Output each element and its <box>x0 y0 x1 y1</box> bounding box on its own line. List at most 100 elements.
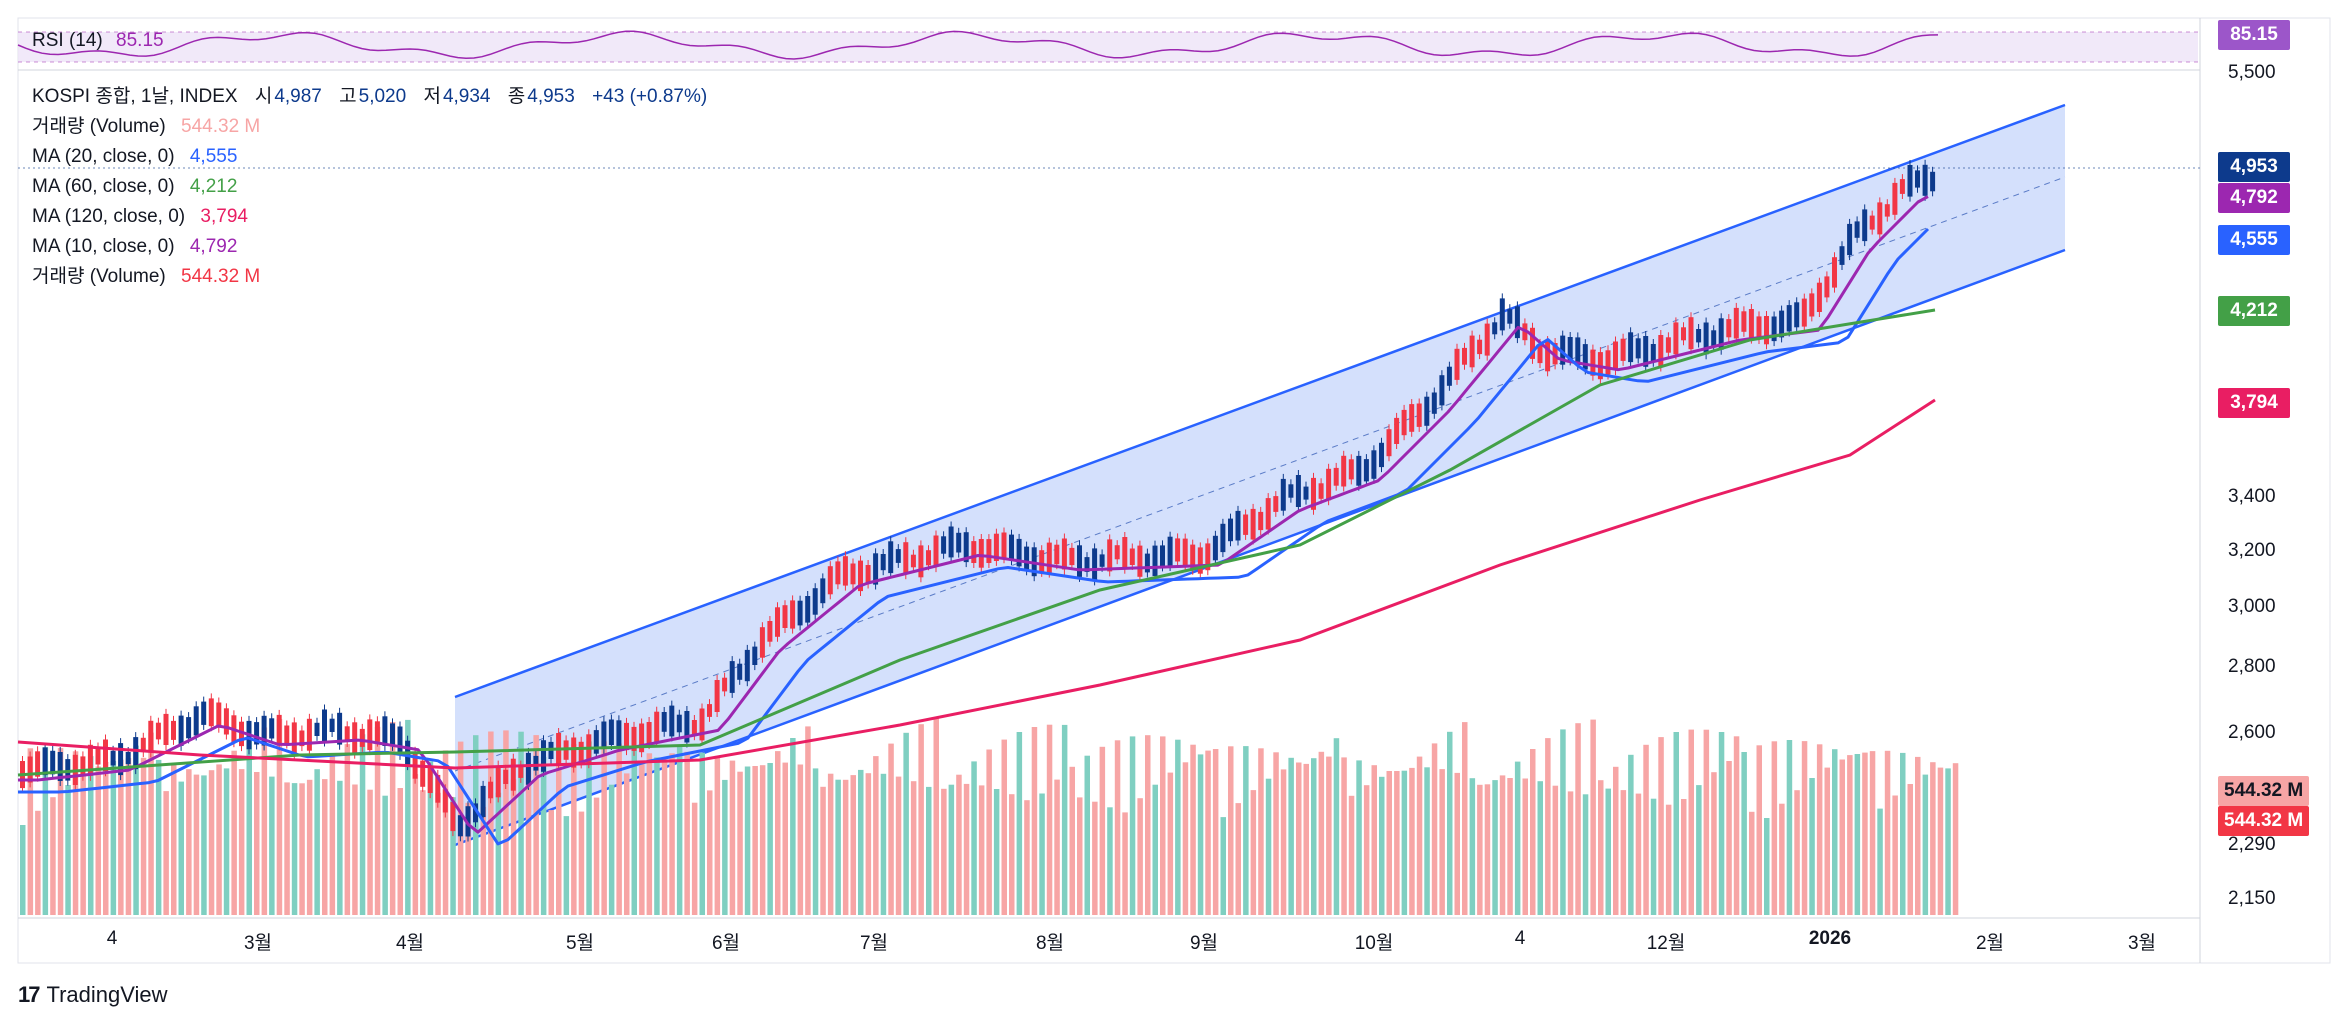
volume-bar <box>601 741 607 915</box>
volume-bar <box>1484 784 1491 915</box>
x-tick: 3월 <box>243 933 273 954</box>
indicator-label: 거래량 (Volume) <box>32 266 166 287</box>
volume-bar <box>65 785 71 915</box>
volume-bar <box>669 753 675 915</box>
candle-body <box>1862 209 1868 242</box>
indicator-label: MA (20, close, 0) <box>32 146 175 167</box>
volume-bar <box>1658 737 1664 915</box>
y-tick: 3,400 <box>2228 486 2276 507</box>
volume-bar <box>1394 771 1400 915</box>
candle-body <box>1363 459 1369 482</box>
volume-bar <box>1499 775 1506 915</box>
low-label: 저 <box>423 86 441 107</box>
candle-body <box>986 539 992 563</box>
candle-body <box>903 542 909 575</box>
candle-body <box>1930 171 1936 192</box>
candle-body <box>1220 523 1226 553</box>
y-tick: 3,000 <box>2228 596 2276 617</box>
volume-bar <box>1469 778 1476 915</box>
volume-bar <box>586 741 592 915</box>
volume-bar <box>1243 746 1249 915</box>
candle-body <box>140 737 146 753</box>
indicator-value: 4,212 <box>189 176 238 197</box>
indicator-row-5[interactable]: 거래량 (Volume) 544.32 M <box>32 262 262 292</box>
candle-body <box>193 706 199 736</box>
candle-body <box>1915 170 1920 188</box>
rsi-line <box>17 30 1939 60</box>
volume-bar <box>1333 738 1340 915</box>
candle-body <box>1575 337 1581 366</box>
candle-body <box>186 717 192 739</box>
volume-bar <box>1733 736 1740 915</box>
candle-body <box>1303 486 1309 500</box>
open-value: 4,987 <box>274 86 322 107</box>
volume-bar <box>926 786 932 915</box>
volume-bar <box>1922 774 1929 915</box>
volume-bar <box>223 768 230 915</box>
candle-body <box>775 607 780 637</box>
candle-body <box>1809 293 1815 317</box>
volume-bar <box>178 781 184 915</box>
volume-bar <box>1945 768 1951 915</box>
candle-body <box>269 718 275 739</box>
volume-bar <box>865 773 872 915</box>
volume-bar <box>1545 738 1551 915</box>
volume-bar <box>155 759 162 915</box>
volume-bar <box>1084 755 1090 915</box>
volume-bar <box>835 779 841 915</box>
volume-bar <box>676 746 683 915</box>
candle-body <box>1499 298 1505 331</box>
candle-body <box>480 785 486 818</box>
indicator-row-1[interactable]: MA (20, close, 0) 4,555 <box>32 142 239 172</box>
volume-bar <box>1613 766 1619 915</box>
candle-body <box>1318 483 1324 499</box>
volume-bar <box>1379 776 1385 915</box>
candle-body <box>1877 202 1883 235</box>
y-tick: 2,150 <box>2228 888 2276 909</box>
candle-body <box>1371 450 1377 479</box>
indicator-row-3[interactable]: MA (120, close, 0) 3,794 <box>32 202 250 232</box>
volume-bar <box>495 792 502 915</box>
volume-bar <box>986 749 992 915</box>
volume-bar <box>797 764 804 915</box>
indicator-row-4[interactable]: MA (10, close, 0) 4,792 <box>32 232 239 262</box>
candle-body <box>1605 350 1611 375</box>
volume-bar <box>578 811 585 915</box>
indicator-row-0[interactable]: 거래량 (Volume) 544.32 M <box>32 112 262 142</box>
candle-body <box>1839 246 1845 265</box>
y-tick: 2,600 <box>2228 722 2276 743</box>
volume-bar <box>775 751 781 915</box>
candle-body <box>223 708 229 735</box>
volume-bar <box>397 788 403 915</box>
volume-bar <box>842 779 849 915</box>
candle-body <box>435 774 441 803</box>
candle-body <box>1590 349 1596 376</box>
candle-body <box>374 721 380 742</box>
symbol-legend: KOSPI 종합, 1날, INDEX 시 4,987 고 5,020 저 4,934… <box>32 82 709 112</box>
volume-bar <box>1530 749 1536 915</box>
candle-body <box>1394 417 1400 444</box>
indicator-row-2[interactable]: MA (60, close, 0) 4,212 <box>32 172 239 202</box>
candle-body <box>1748 309 1754 339</box>
candle-body <box>1084 557 1090 572</box>
candle-body <box>661 712 667 732</box>
volume-bar <box>556 749 562 915</box>
volume-bar <box>1122 812 1128 915</box>
candle-body <box>291 722 297 754</box>
candle-body <box>1167 536 1173 566</box>
volume-bar <box>1598 780 1604 915</box>
volume-bar <box>1696 785 1702 915</box>
volume-bar <box>654 757 660 915</box>
volume-bar <box>1250 790 1257 915</box>
candle-body <box>1907 165 1913 197</box>
volume-bar <box>50 797 56 915</box>
x-tick: 2026 <box>1808 928 1852 949</box>
candle-body <box>525 752 531 785</box>
candle-body <box>216 702 222 728</box>
candle-body <box>722 677 728 692</box>
volume-bar <box>171 763 177 915</box>
candle-body <box>1801 298 1807 327</box>
candle-body <box>714 680 720 712</box>
candle-body <box>95 747 101 765</box>
